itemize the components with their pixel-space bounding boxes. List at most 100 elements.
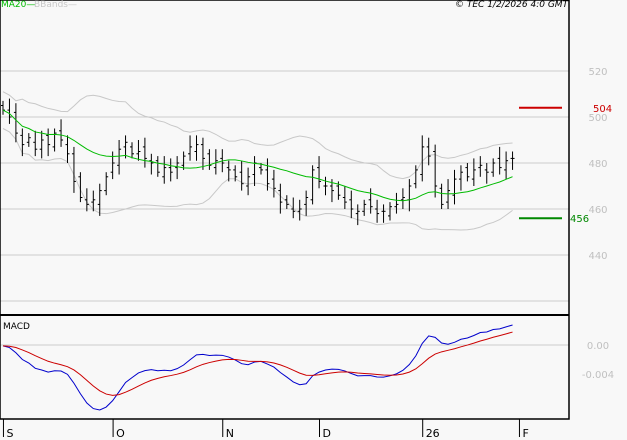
- macd-line: [2, 324, 513, 411]
- y-tick-label: 520: [588, 67, 607, 78]
- ohlc-bar: [458, 165, 463, 191]
- legend-bbands: BBands—: [34, 0, 77, 10]
- ohlc-bar: [381, 204, 386, 223]
- ohlc-bar: [123, 135, 128, 159]
- ohlc-bars: [1, 98, 515, 226]
- y-tick-label: 480: [588, 159, 607, 170]
- ohlc-bar: [413, 165, 418, 189]
- ohlc-bar: [297, 199, 302, 221]
- ohlc-bar: [226, 160, 231, 182]
- ohlc-bar: [484, 163, 489, 184]
- ohlc-bar: [246, 167, 251, 196]
- ohlc-bar: [497, 146, 502, 175]
- ohlc-bar: [181, 151, 186, 170]
- x-tick-label: F: [522, 427, 528, 440]
- ohlc-bar: [194, 135, 199, 161]
- ohlc-bar: [291, 197, 296, 219]
- ohlc-bar: [71, 146, 76, 193]
- levels: 504 456: [519, 104, 612, 225]
- ohlc-bar: [375, 199, 380, 223]
- ohlc-bar: [26, 133, 31, 147]
- x-tick-label: D: [323, 427, 331, 440]
- ohlc-bar: [168, 158, 173, 182]
- ohlc-bar: [239, 160, 244, 191]
- ohlc-bar: [65, 135, 70, 163]
- ohlc-bar: [91, 190, 96, 212]
- x-tick-label: O: [116, 427, 125, 440]
- ohlc-bar: [78, 172, 83, 203]
- ohlc-bar: [117, 140, 122, 175]
- ohlc-bar: [349, 190, 354, 219]
- y-axis: 520 500 480 460 440 0.00 -0.004: [582, 67, 614, 381]
- ohlc-bar: [355, 204, 360, 226]
- bollinger-bands: [2, 91, 513, 231]
- ohlc-bar: [39, 130, 44, 159]
- ohlc-bar: [317, 156, 322, 189]
- ohlc-bar: [323, 176, 328, 196]
- ohlc-bar: [491, 158, 496, 177]
- ohlc-bar: [304, 190, 309, 216]
- macd-lines: [2, 324, 513, 411]
- y-tick-label: 440: [588, 251, 607, 262]
- ohlc-bar: [52, 128, 57, 152]
- ohlc-bar: [136, 140, 141, 161]
- grid: [0, 70, 569, 346]
- ohlc-bar: [155, 156, 160, 177]
- resistance-label: 504: [593, 104, 612, 115]
- ohlc-bar: [426, 137, 431, 166]
- ohlc-bar: [1, 100, 5, 115]
- ohlc-bar: [46, 128, 51, 157]
- ohlc-bar: [284, 195, 289, 209]
- ohlc-bar: [104, 172, 109, 196]
- macd-tick-label: -0.004: [582, 370, 614, 381]
- signal-line: [2, 331, 513, 396]
- ohlc-bar: [394, 192, 399, 214]
- y-tick-label: 460: [588, 205, 607, 216]
- ohlc-bar: [188, 135, 193, 161]
- ohlc-bar: [213, 149, 218, 175]
- ma20-polyline: [2, 109, 513, 202]
- ohlc-bar: [407, 179, 412, 212]
- ohlc-bar: [342, 186, 347, 209]
- ma20-line: [2, 109, 513, 202]
- x-axis: S O N D 26 F: [2, 419, 529, 440]
- bband-upper: [2, 91, 513, 180]
- ohlc-bar: [510, 151, 515, 170]
- x-tick-label: N: [226, 427, 234, 440]
- ohlc-bar: [110, 151, 115, 180]
- copyright: © TEC 1/2/2026 4:0 GMT: [455, 0, 569, 10]
- ohlc-bar: [149, 153, 154, 175]
- ohlc-bar: [388, 202, 392, 221]
- ohlc-bar: [7, 98, 12, 124]
- macd-tick-label: 0.00: [587, 341, 609, 352]
- ohlc-bar: [478, 156, 483, 177]
- ohlc-bar: [471, 158, 476, 186]
- ohlc-bar: [278, 183, 283, 214]
- ohlc-bar: [310, 165, 315, 205]
- bband-lower: [2, 128, 513, 231]
- ohlc-bar: [175, 156, 180, 180]
- ohlc-bar: [84, 188, 89, 212]
- legend-bbands-label: BBands: [34, 0, 68, 10]
- x-tick-label: S: [6, 427, 13, 440]
- support-label: 456: [570, 214, 589, 225]
- ohlc-bar: [20, 128, 25, 157]
- ohlc-bar: [130, 142, 134, 159]
- ohlc-bar: [265, 158, 270, 191]
- ohlc-bar: [33, 130, 38, 157]
- ohlc-bar: [439, 183, 444, 209]
- ohlc-bar: [252, 156, 257, 186]
- ohlc-bar: [420, 135, 425, 182]
- plot-frame: [0, 0, 570, 420]
- y-tick-label: 500: [588, 113, 607, 124]
- ohlc-bar: [368, 188, 373, 214]
- macd-title: MACD: [3, 322, 30, 332]
- ohlc-bar: [400, 188, 405, 209]
- x-tick-label: 26: [426, 427, 440, 440]
- ohlc-bar: [233, 165, 238, 182]
- ohlc-bar: [13, 103, 18, 143]
- ohlc-bar: [97, 183, 102, 216]
- ohlc-bar: [59, 119, 64, 147]
